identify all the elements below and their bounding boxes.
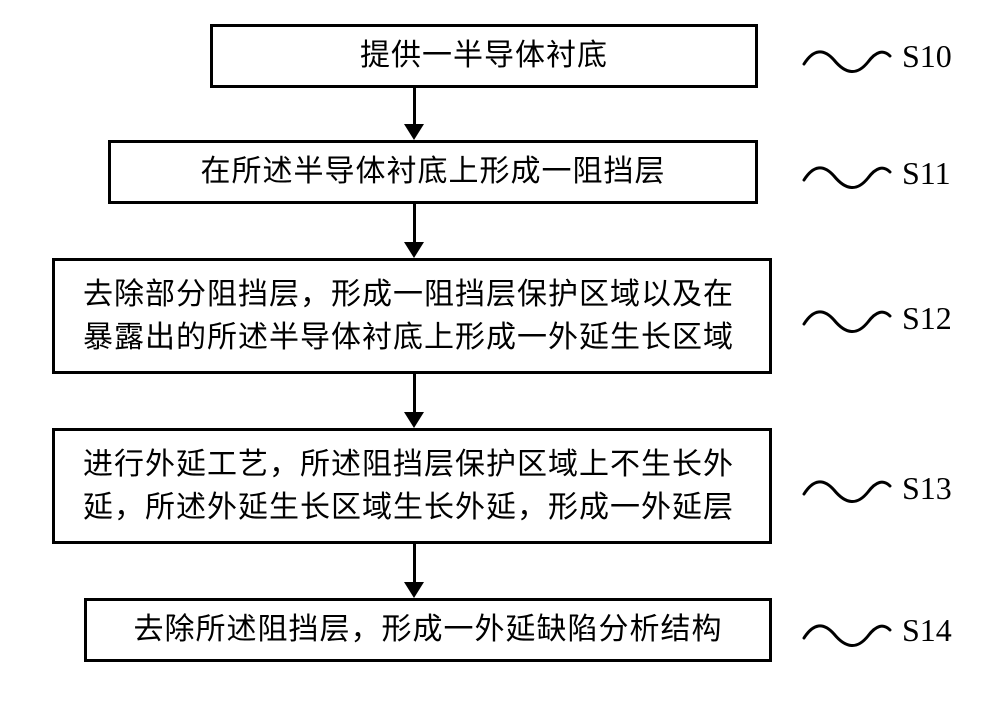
step-text: 进行外延工艺，所述阻挡层保护区域上不生长外 <box>83 443 734 487</box>
step-label-s12: S12 <box>902 300 952 337</box>
step-label-s11: S11 <box>902 155 951 192</box>
arrow-line <box>413 544 416 582</box>
connector-squiggle <box>800 36 895 84</box>
connector-squiggle <box>800 466 895 514</box>
flow-step-s11: 在所述半导体衬底上形成一阻挡层 <box>108 140 758 204</box>
flow-step-s12: 去除部分阻挡层，形成一阻挡层保护区域以及在暴露出的所述半导体衬底上形成一外延生长… <box>52 258 772 374</box>
step-label-s14: S14 <box>902 612 952 649</box>
arrow-head-icon <box>404 412 424 428</box>
connector-squiggle <box>800 152 895 200</box>
arrow-line <box>413 204 416 242</box>
arrow-line <box>413 88 416 124</box>
arrow-line <box>413 374 416 412</box>
step-text: 在所述半导体衬底上形成一阻挡层 <box>201 150 666 194</box>
step-text: 去除所述阻挡层，形成一外延缺陷分析结构 <box>134 608 723 652</box>
flow-step-s10: 提供一半导体衬底 <box>210 24 758 88</box>
connector-squiggle <box>800 296 895 344</box>
arrow-head-icon <box>404 582 424 598</box>
flow-step-s13: 进行外延工艺，所述阻挡层保护区域上不生长外延，所述外延生长区域生长外延，形成一外… <box>52 428 772 544</box>
step-label-s10: S10 <box>902 38 952 75</box>
step-text: 延，所述外延生长区域生长外延，形成一外延层 <box>83 486 734 530</box>
flow-step-s14: 去除所述阻挡层，形成一外延缺陷分析结构 <box>84 598 772 662</box>
step-label-s13: S13 <box>902 470 952 507</box>
arrow-head-icon <box>404 242 424 258</box>
flowchart-canvas: 提供一半导体衬底 S10 在所述半导体衬底上形成一阻挡层 S11 去除部分阻挡层，形成一… <box>0 0 1000 727</box>
step-text: 提供一半导体衬底 <box>360 34 608 78</box>
connector-squiggle <box>800 610 895 658</box>
step-text: 去除部分阻挡层，形成一阻挡层保护区域以及在 <box>83 273 734 317</box>
arrow-head-icon <box>404 124 424 140</box>
step-text: 暴露出的所述半导体衬底上形成一外延生长区域 <box>83 316 734 360</box>
